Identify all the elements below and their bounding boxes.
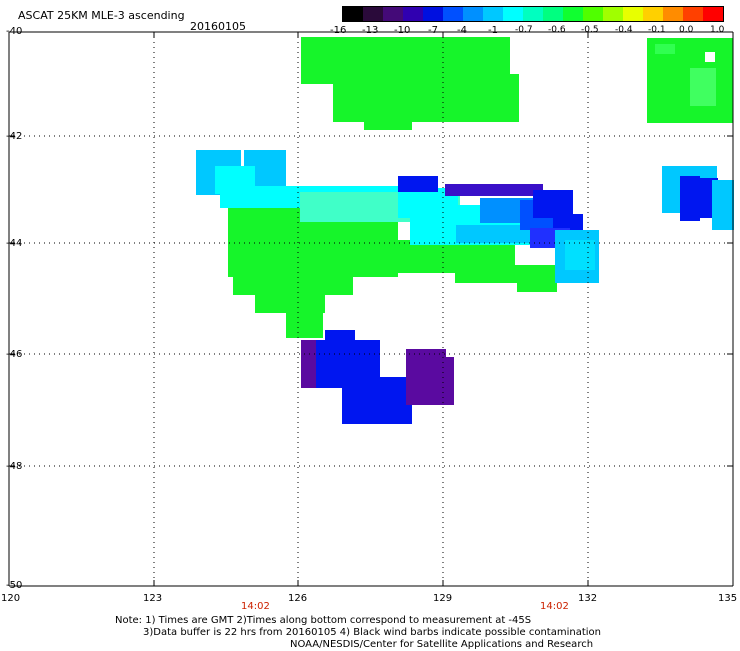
- colorbar-label: -16: [330, 25, 347, 36]
- map-title: ASCAT 25KM MLE-3 ascending: [18, 9, 185, 22]
- colorbar-swatch: [423, 7, 443, 21]
- data-region: [406, 357, 454, 405]
- colorbar-label: -0.7: [515, 25, 533, 35]
- colorbar-swatch: [363, 7, 383, 21]
- colorbar-swatch: [643, 7, 663, 21]
- lat-label: -46: [6, 349, 23, 360]
- colorbar-swatch: [483, 7, 503, 21]
- data-region: [680, 176, 700, 221]
- colorbar-swatch: [403, 7, 423, 21]
- colorbar-label: -7: [428, 25, 438, 36]
- colorbar-swatch: [583, 7, 603, 21]
- lat-label: -40: [6, 26, 23, 37]
- data-region: [565, 240, 595, 270]
- data-region: [301, 37, 510, 74]
- colorbar-label: -1: [488, 25, 498, 36]
- colorbar-swatch: [443, 7, 463, 21]
- colorbar-swatch: [543, 7, 563, 21]
- colorbar-swatch: [623, 7, 643, 21]
- data-region: [690, 68, 716, 106]
- colorbar-swatch: [383, 7, 403, 21]
- colorbar-label: -4: [457, 25, 467, 36]
- pass-time: 14:02: [241, 601, 270, 612]
- lon-label: 126: [288, 593, 308, 604]
- data-region: [342, 377, 412, 424]
- data-region: [445, 184, 543, 196]
- colorbar-swatch: [663, 7, 683, 21]
- colorbar-labels: -16 -13 -10 -7 -4 -1 -0.7 -0.6 -0.5 -0.4…: [330, 25, 735, 37]
- lon-label: 120: [1, 593, 21, 604]
- data-region: [456, 225, 531, 243]
- footnote-line-1: Note: 1) Times are GMT 2)Times along bot…: [115, 615, 532, 626]
- lon-label: 123: [143, 593, 163, 604]
- colorbar-swatch: [343, 7, 363, 21]
- lat-label: -44: [6, 238, 23, 249]
- footnote-line-3: NOAA/NESDIS/Center for Satellite Applica…: [290, 639, 594, 650]
- data-region: [301, 74, 519, 84]
- data-region: [333, 84, 519, 122]
- data-region: [455, 265, 525, 283]
- colorbar-swatch: [603, 7, 623, 21]
- colorbar: [342, 6, 724, 22]
- colorbar-swatch: [703, 7, 723, 21]
- data-region: [286, 311, 323, 338]
- colorbar-swatch: [683, 7, 703, 21]
- colorbar-swatch: [523, 7, 543, 21]
- data-region: [301, 340, 316, 388]
- colorbar-label: -0.4: [615, 25, 633, 35]
- lat-label: -50: [6, 580, 23, 591]
- footnote-line-2: 3)Data buffer is 22 hrs from 20160105 4)…: [143, 627, 601, 638]
- data-region: [364, 122, 412, 130]
- colorbar-label: 0.0: [679, 25, 694, 35]
- data-region: [517, 265, 557, 292]
- data-region: [255, 293, 325, 313]
- data-region: [533, 190, 573, 218]
- lat-label: -48: [6, 461, 23, 472]
- lon-label: 132: [578, 593, 598, 604]
- lon-label: 135: [718, 593, 738, 604]
- data-region: [712, 180, 734, 230]
- colorbar-label: -13: [362, 25, 379, 36]
- lon-label: 129: [433, 593, 453, 604]
- colorbar-label: -0.5: [581, 25, 599, 35]
- map-date: 20160105: [190, 20, 246, 33]
- data-region: [705, 52, 715, 62]
- data-region: [398, 176, 438, 192]
- data-region: [655, 44, 675, 54]
- data-region: [233, 275, 353, 295]
- pass-time: 14:02: [540, 601, 569, 612]
- colorbar-label: -10: [394, 25, 411, 36]
- colorbar-swatch: [463, 7, 483, 21]
- colorbar-label: 1.0: [710, 25, 725, 35]
- colorbar-label: -0.1: [648, 25, 666, 35]
- colorbar-label: -0.6: [548, 25, 566, 35]
- colorbar-swatch: [503, 7, 523, 21]
- lat-label: -42: [6, 131, 23, 142]
- colorbar-swatch: [563, 7, 583, 21]
